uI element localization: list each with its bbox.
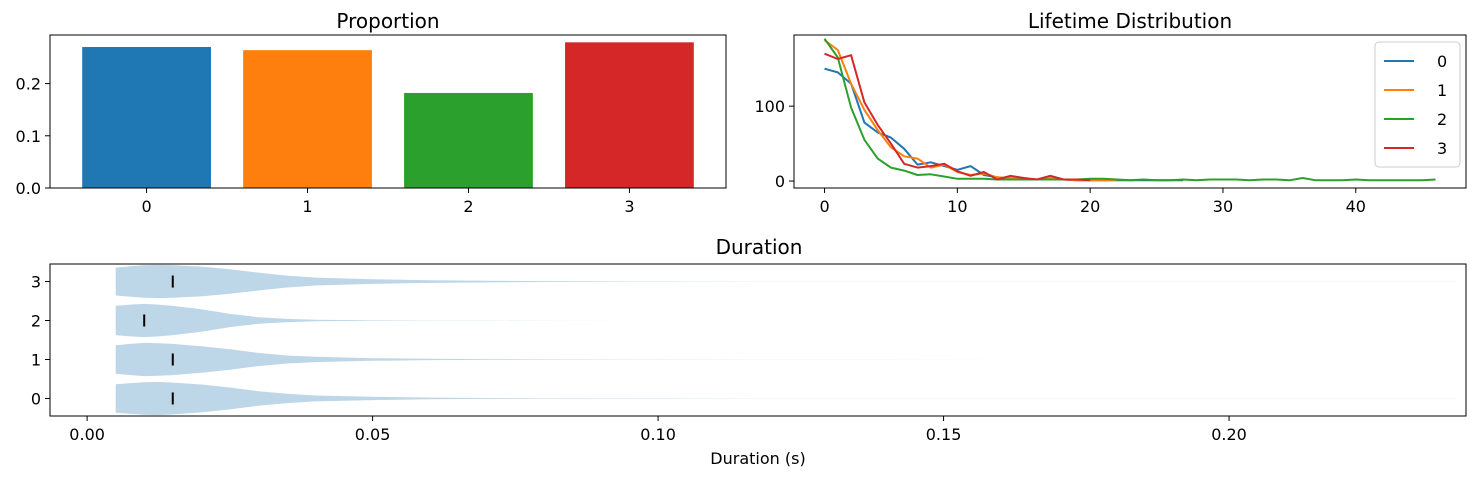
- legend-label-0: 0: [1437, 52, 1447, 71]
- x-tick-label: 0.10: [640, 425, 676, 444]
- axes-frame: [49, 34, 727, 189]
- chart-title: Proportion: [336, 9, 439, 33]
- bar-2: [404, 92, 533, 188]
- violin-0: [115, 381, 1458, 415]
- chart-title: Duration: [716, 235, 803, 259]
- series-lines: [823, 38, 1436, 182]
- x-tick-label: 0: [819, 197, 829, 216]
- y-tick-label: 0.2: [16, 75, 41, 94]
- bars: [82, 42, 694, 189]
- y-tick-label: 0.1: [16, 127, 41, 146]
- axis-ticks: 0 1 2 3 0.00 0.05 0.10 0.15 0.20: [31, 273, 1247, 444]
- violin-3: [115, 265, 1458, 299]
- y-tick-label: 1: [31, 350, 41, 369]
- axes-frame: [793, 34, 1467, 189]
- violins: [115, 265, 1458, 415]
- y-tick-label: 0.0: [16, 179, 41, 198]
- x-tick-label: 2: [463, 197, 473, 216]
- x-tick-label: 20: [1080, 197, 1100, 216]
- legend-frame: [1374, 41, 1461, 168]
- y-tick-label: 3: [31, 273, 41, 292]
- legend-label-2: 2: [1437, 110, 1447, 129]
- x-tick-label: 0.20: [1211, 425, 1247, 444]
- x-tick-label: 0.00: [69, 425, 105, 444]
- proportion-bar-chart: Proportion 0 1 2 3 0.0 0.1 0.2: [16, 9, 727, 216]
- x-tick-label: 0.15: [926, 425, 962, 444]
- x-axis-label: Duration (s): [710, 449, 805, 468]
- x-tick-label: 40: [1346, 197, 1366, 216]
- axis-ticks: 0 10 20 30 40 0 100: [754, 97, 1365, 216]
- violin-2: [115, 303, 1458, 338]
- legend-label-3: 3: [1437, 139, 1447, 158]
- legend-label-1: 1: [1437, 81, 1447, 100]
- bar-1: [243, 50, 372, 189]
- x-tick-label: 3: [624, 197, 634, 216]
- axes-frame: [49, 263, 1467, 417]
- legend: 0 1 2 3: [1374, 41, 1461, 168]
- violin-1: [115, 342, 1458, 377]
- y-tick-label: 0: [775, 172, 785, 191]
- x-tick-label: 0: [141, 197, 151, 216]
- lifetime-distribution-line-chart: Lifetime Distribution 0 10 20 30 40 0 100 0 1 2 3: [754, 9, 1467, 216]
- y-tick-label: 0: [31, 389, 41, 408]
- y-tick-label: 100: [754, 97, 785, 116]
- bar-3: [565, 42, 694, 189]
- duration-violin-plot: Duration 0 1 2 3 0.00 0.05 0.10 0.15 0.20 Durati…: [31, 235, 1467, 468]
- y-tick-label: 2: [31, 312, 41, 331]
- bar-0: [82, 47, 211, 188]
- x-tick-label: 10: [947, 197, 967, 216]
- x-tick-label: 0.05: [355, 425, 391, 444]
- x-tick-label: 1: [302, 197, 312, 216]
- chart-title: Lifetime Distribution: [1028, 9, 1232, 33]
- series-line-3: [824, 52, 1091, 182]
- series-line-2: [823, 38, 1436, 182]
- axis-ticks: 0 1 2 3 0.0 0.1 0.2: [16, 75, 635, 216]
- x-tick-label: 30: [1213, 197, 1233, 216]
